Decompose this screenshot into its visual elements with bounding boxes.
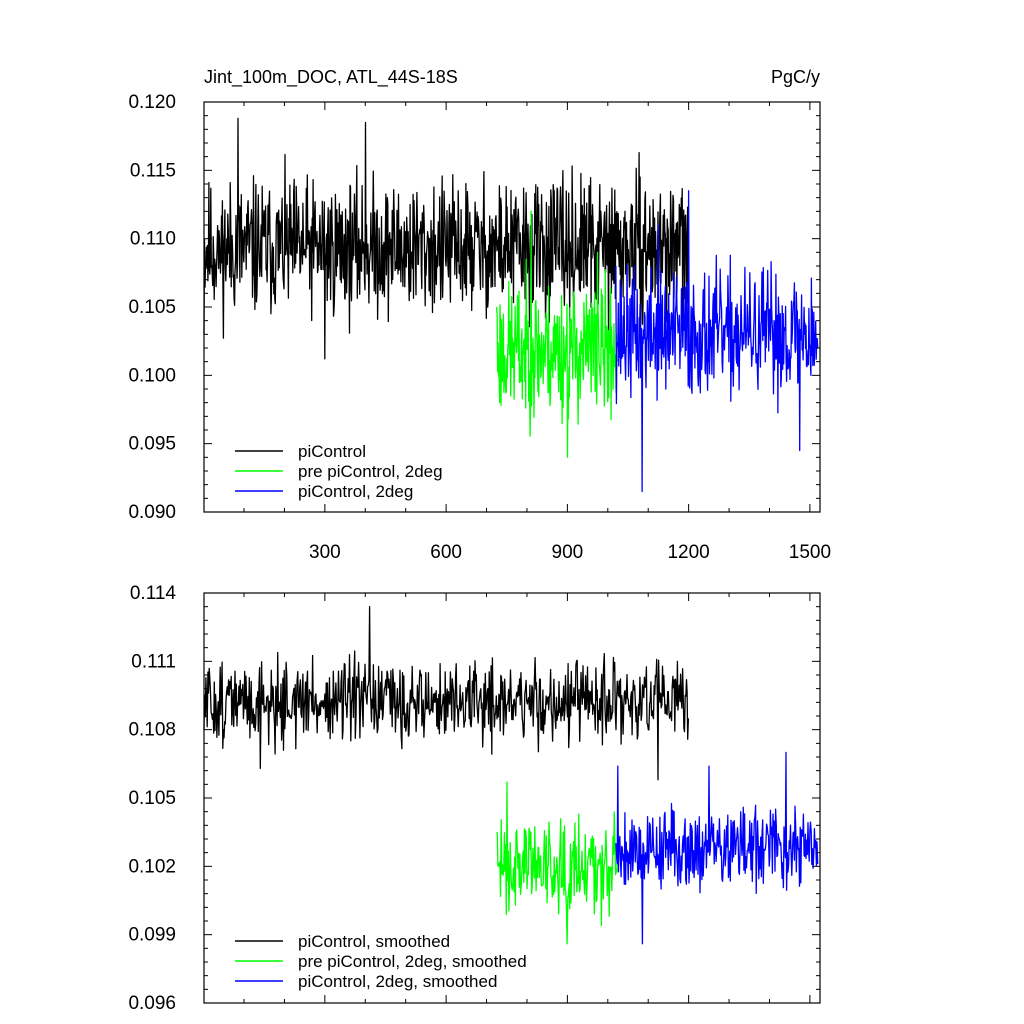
bottom-panel: 0.096 0.099 0.102 0.105 0.108 0.111 0.114 piCo… xyxy=(128,583,821,1014)
top-panel: Jint_100m_DOC, ATL_44S-18S PgC/y 0.0900.… xyxy=(128,67,831,563)
bottom-y-tick-label: 0.102 xyxy=(128,856,176,877)
legend-label-piControl-2deg: piControl, 2deg xyxy=(298,482,413,501)
bottom-series-line-1 xyxy=(203,606,690,781)
bottom-y-tick-label: 0.108 xyxy=(128,720,176,741)
bottom-plot-frame xyxy=(203,592,821,1004)
top-y-tick-label: 0.090 xyxy=(128,502,176,523)
top-y-tick-label: 0.110 xyxy=(130,229,176,250)
bottom-series-line-2 xyxy=(496,781,619,945)
bottom-y-tick-label: 0.111 xyxy=(131,651,176,672)
bottom-y-tick-label: 0.114 xyxy=(130,583,177,604)
top-series-line-2 xyxy=(495,210,619,458)
top-x-tick-label: 600 xyxy=(430,542,462,563)
top-y-tick-label: 0.120 xyxy=(128,92,176,113)
top-y-tick-label: 0.095 xyxy=(128,434,176,455)
legend-label-piControl: piControl xyxy=(298,442,366,461)
bottom-y-tick-label: 0.096 xyxy=(128,993,176,1014)
legend-label-piControl-2deg-smoothed: piControl, 2deg, smoothed xyxy=(298,972,497,991)
top-axis-ticks: 0.090 0.095 0.100 0.105 0.110 0.115 0.120 300 60… xyxy=(128,92,831,563)
legend-label-pre-piControl-2deg-smoothed: pre piControl, 2deg, smoothed xyxy=(298,952,527,971)
bottom-axis-ticks: 0.096 0.099 0.102 0.105 0.108 0.111 0.114 xyxy=(128,583,820,1014)
chart-units: PgC/y xyxy=(771,67,820,87)
top-series-line-1 xyxy=(203,117,690,360)
top-x-tick-label: 900 xyxy=(552,542,584,563)
top-y-tick-label: 0.105 xyxy=(128,297,176,318)
top-y-tick-label: 0.100 xyxy=(128,365,176,386)
bottom-series-line-3 xyxy=(615,751,819,945)
top-x-tick-label: 1500 xyxy=(789,542,831,563)
legend-label-piControl-smoothed: piControl, smoothed xyxy=(298,932,450,951)
chart-title: Jint_100m_DOC, ATL_44S-18S xyxy=(204,67,458,88)
top-series-lines xyxy=(203,117,819,493)
top-y-tick-label: 0.115 xyxy=(130,160,176,181)
bottom-legend: piControl, smoothed pre piControl, 2deg,… xyxy=(235,932,527,991)
bottom-y-tick-label: 0.105 xyxy=(128,788,176,809)
top-series-line-3 xyxy=(615,190,819,493)
top-legend: piControl pre piControl, 2deg piControl,… xyxy=(235,442,443,501)
bottom-y-tick-label: 0.099 xyxy=(128,925,176,946)
top-x-tick-label: 300 xyxy=(309,542,341,563)
bottom-series-lines xyxy=(203,606,819,945)
legend-label-pre-piControl-2deg: pre piControl, 2deg xyxy=(298,462,443,481)
top-x-tick-label: 1200 xyxy=(667,542,709,563)
